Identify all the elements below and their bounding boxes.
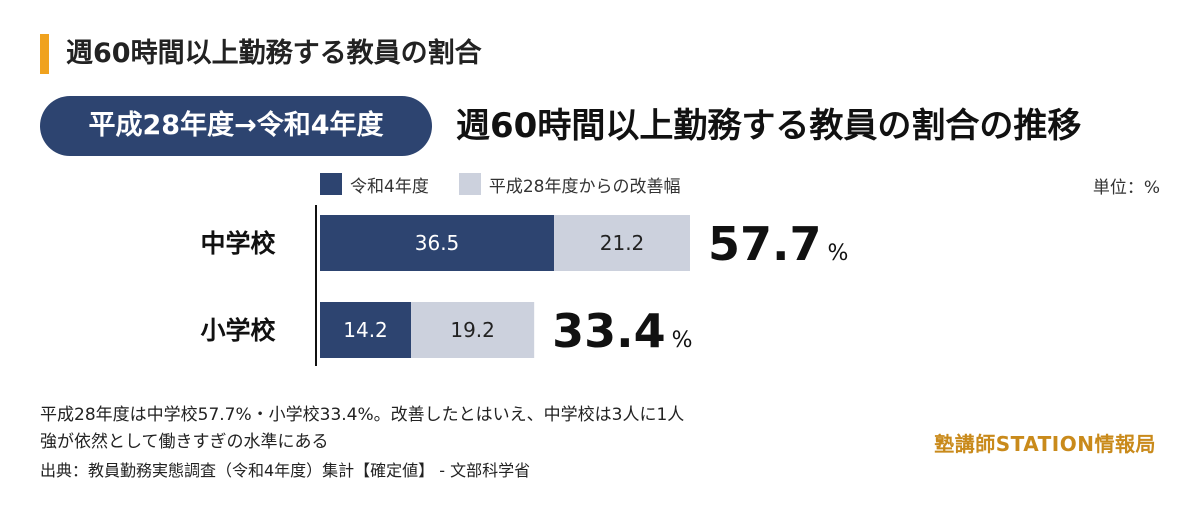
footnote-line-1: 平成28年度は中学校57.7%・小学校33.4%。改善したとはいえ、中学校は3人… — [40, 405, 685, 425]
legend-item-current: 令和4年度 — [320, 172, 429, 197]
accent-bar — [40, 34, 49, 74]
stacked-bar-chart: 中学校 36.5 21.2 57.7 % 小学校 14.2 19.2 33.4% — [200, 205, 848, 366]
legend-swatch-improvement — [458, 173, 481, 195]
period-badge: 平成28年度→令和4年度 — [40, 96, 432, 156]
bar-1-1 — [411, 302, 535, 358]
data-label-0-0: 36.5 — [415, 231, 460, 255]
legend-swatch-current — [320, 173, 342, 195]
bar-0-0 — [320, 215, 555, 271]
bar-0-1 — [320, 302, 412, 358]
data-label-1-0: 21.2 — [600, 231, 645, 255]
legend-label-improvement: 平成28年度からの改善幅 — [488, 176, 681, 197]
data-label-1-1: 19.2 — [450, 318, 495, 342]
footnote: 平成28年度は中学校57.7%・小学校33.4%。改善したとはいえ、中学校は3人… — [40, 402, 684, 456]
legend-label-current: 令和4年度 — [350, 176, 429, 197]
legend-item-improvement: 平成28年度からの改善幅 — [458, 172, 681, 197]
page-title: 週60時間以上勤務する教員の割合 — [66, 38, 482, 69]
data-label-0-1: 14.2 — [343, 318, 388, 342]
bar-1-0 — [554, 215, 690, 271]
total-label-1: 33.4% — [552, 304, 692, 358]
total-label-0: 57.7% — [708, 217, 848, 271]
footnote-line-2: 強が依然として働きすぎの水準にある — [40, 432, 329, 452]
category-label-1: 小学校 — [200, 316, 276, 345]
brand-logo: 塾講師STATION情報局 — [934, 432, 1156, 456]
chart-legend: 令和4年度 平成28年度からの改善幅 — [320, 171, 710, 197]
source-citation: 出典：教員勤務実態調査（令和4年度）集計【確定値】 - 文部科学省 — [40, 461, 531, 480]
category-label-0: 中学校 — [200, 229, 276, 258]
unit-label: 単位：% — [1092, 178, 1160, 198]
chart-title: 週60時間以上勤務する教員の割合の推移 — [456, 106, 1082, 146]
